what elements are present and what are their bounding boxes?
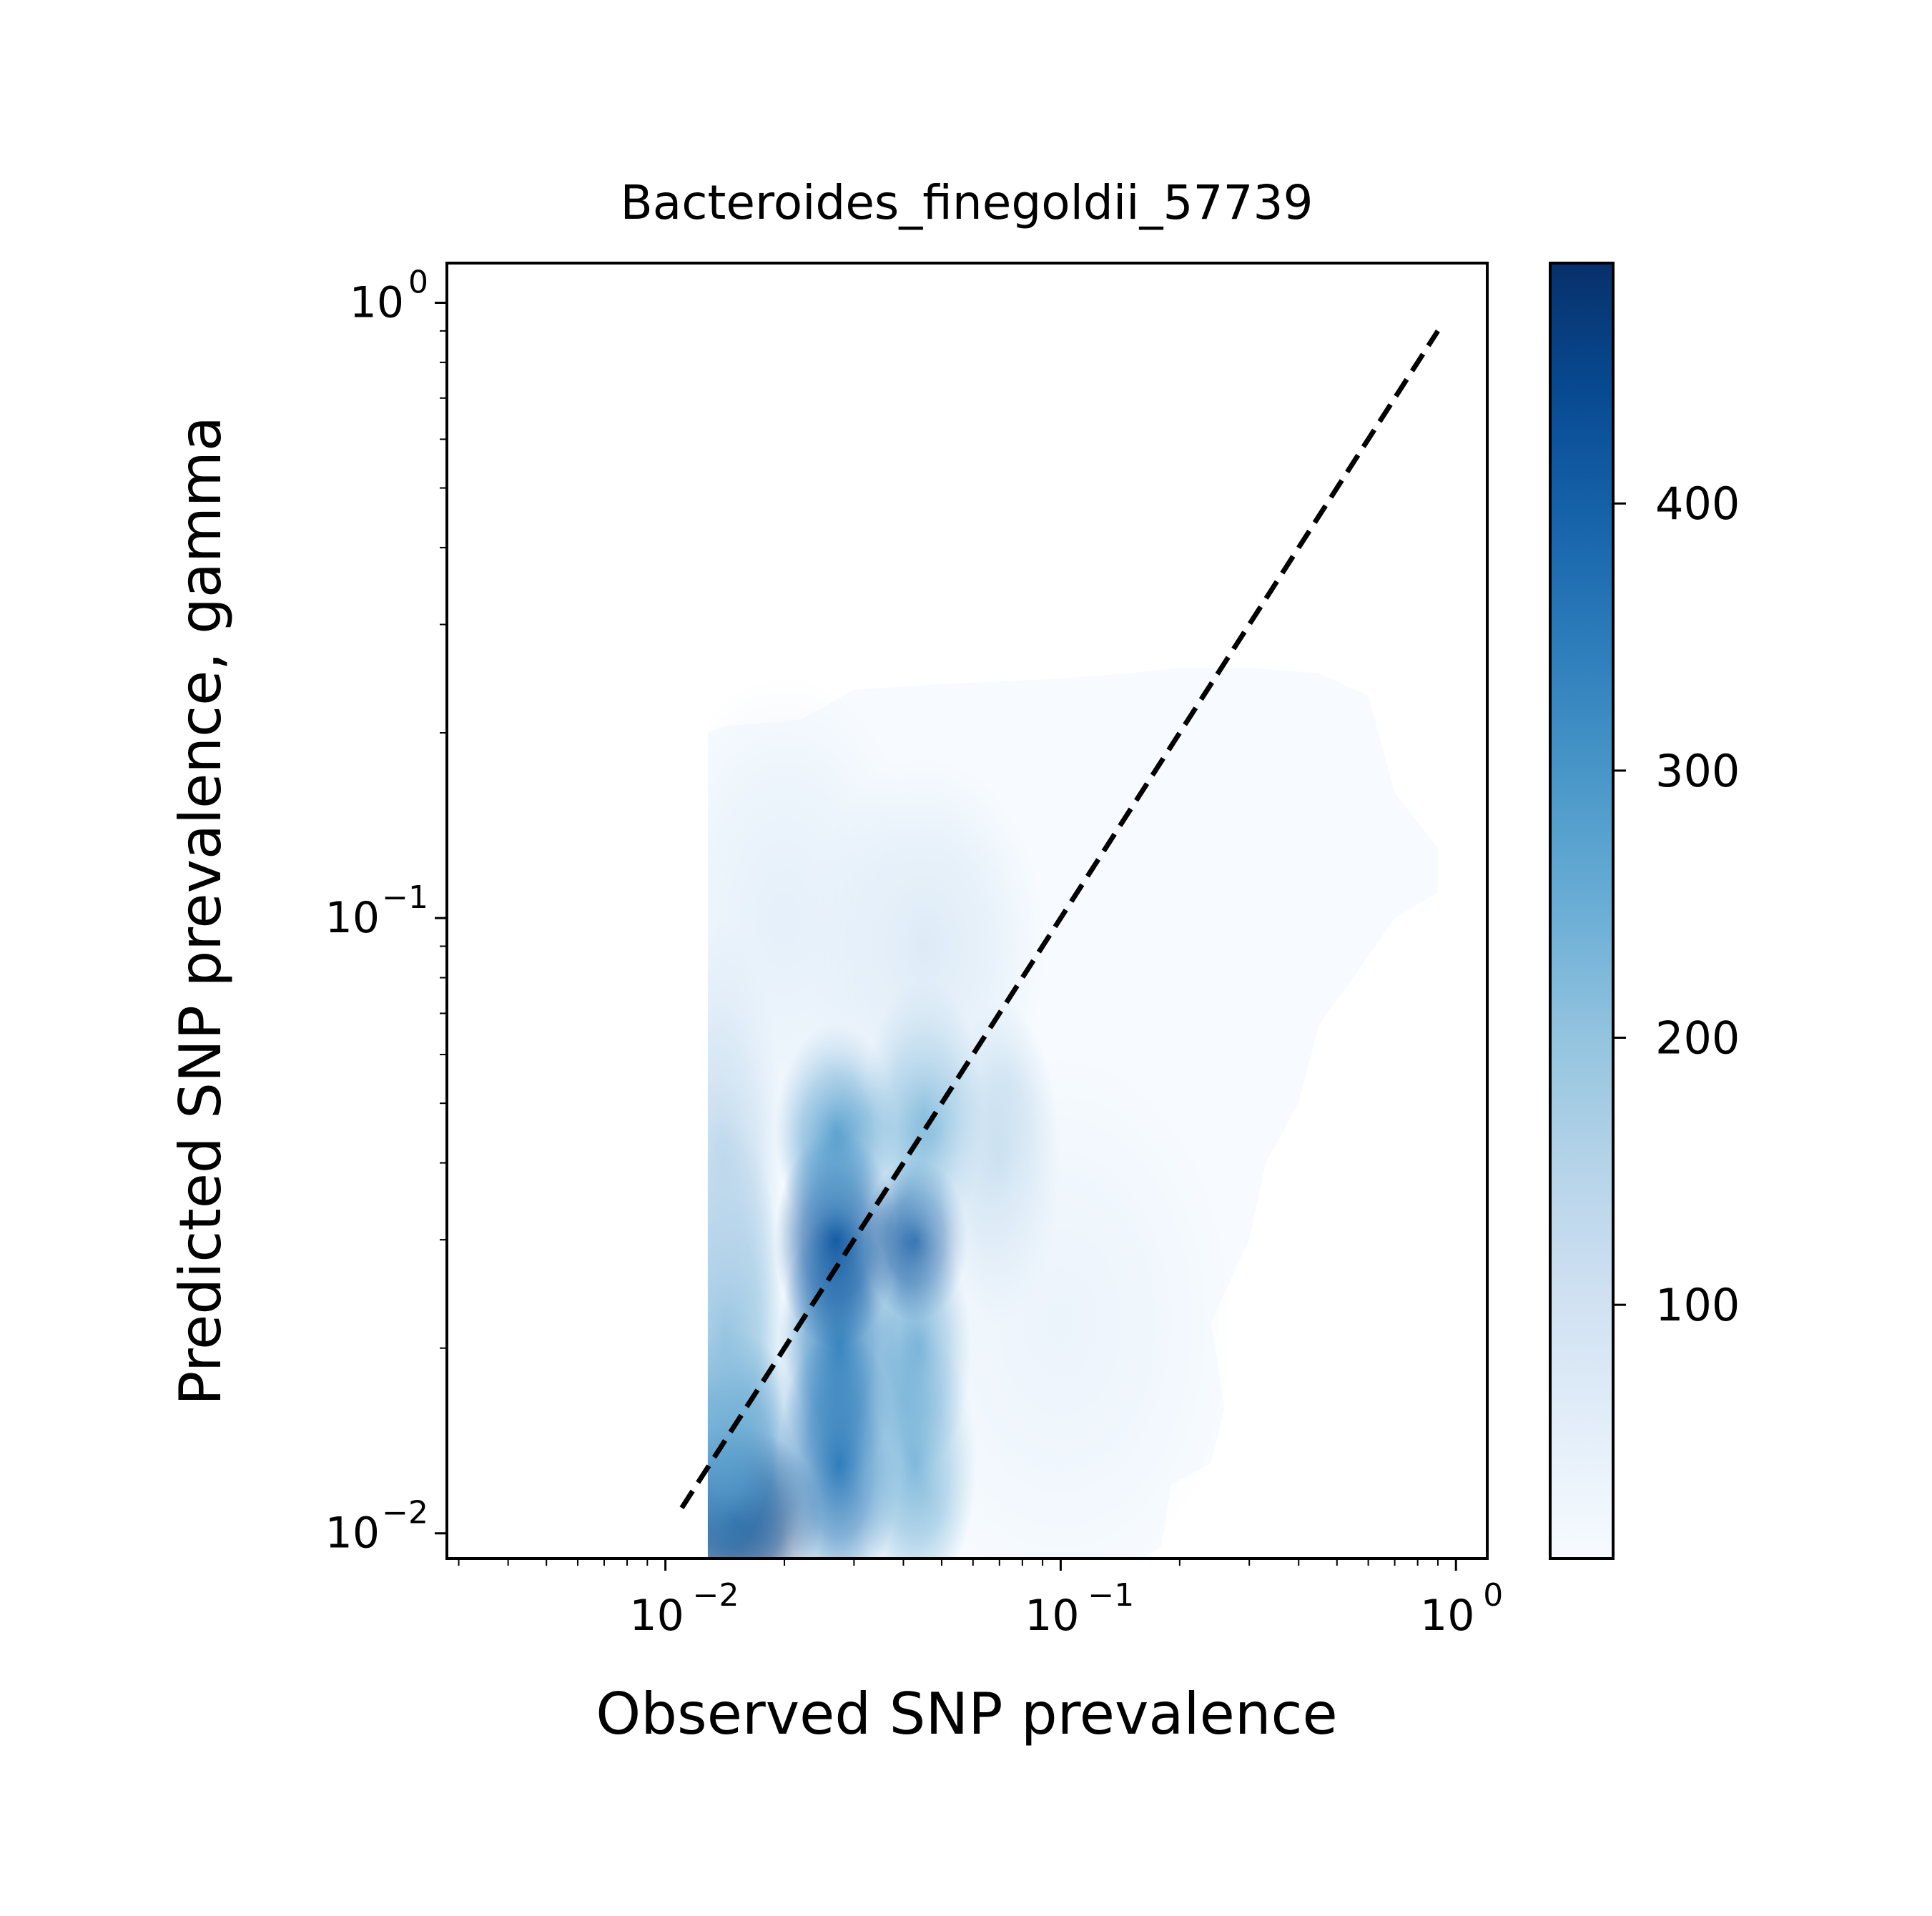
y-tick-label: 10 <box>350 277 404 327</box>
x-tick-exponent: −2 <box>693 1577 739 1614</box>
colorbar-tick-label: 200 <box>1655 1012 1740 1064</box>
axes-frame <box>445 262 1489 1560</box>
y-tick-label: 10 <box>325 893 380 943</box>
chart-title: Bacteroides_finegoldii_57739 <box>621 175 1314 230</box>
y-tick-exponent: −2 <box>382 1495 428 1531</box>
colorbar-frame <box>1549 262 1615 1560</box>
colorbar-tick-label: 300 <box>1655 745 1740 797</box>
y-tick-exponent: 0 <box>408 264 428 300</box>
density-blob <box>645 674 924 1162</box>
empty-region <box>447 263 708 1559</box>
diagonal-reference-line <box>679 329 1440 1510</box>
x-axis-label: Observed SNP prevalence <box>596 1681 1337 1747</box>
x-tick-exponent: 0 <box>1483 1577 1503 1614</box>
density-blob <box>887 1052 1235 1559</box>
x-tick-label: 10 <box>629 1591 684 1641</box>
y-axis-label: Predicted SNP prevalence, gamma <box>167 416 234 1406</box>
colorbar-ticks: 100 200 300 400 <box>1613 478 1740 1331</box>
colorbar-gradient <box>1550 263 1613 1559</box>
colorbar-tick-label: 100 <box>1655 1279 1740 1331</box>
colorbar-tick-label: 400 <box>1655 478 1740 530</box>
x-axis-ticks: 10 −2 10 −1 10 0 <box>458 1559 1503 1641</box>
y-tick-exponent: −1 <box>382 879 428 916</box>
x-tick-label: 10 <box>1420 1591 1474 1641</box>
x-tick-exponent: −1 <box>1088 1577 1134 1614</box>
x-tick-label: 10 <box>1025 1591 1079 1641</box>
y-tick-label: 10 <box>325 1508 380 1559</box>
colorbar: 100 200 300 400 <box>1549 262 1740 1560</box>
